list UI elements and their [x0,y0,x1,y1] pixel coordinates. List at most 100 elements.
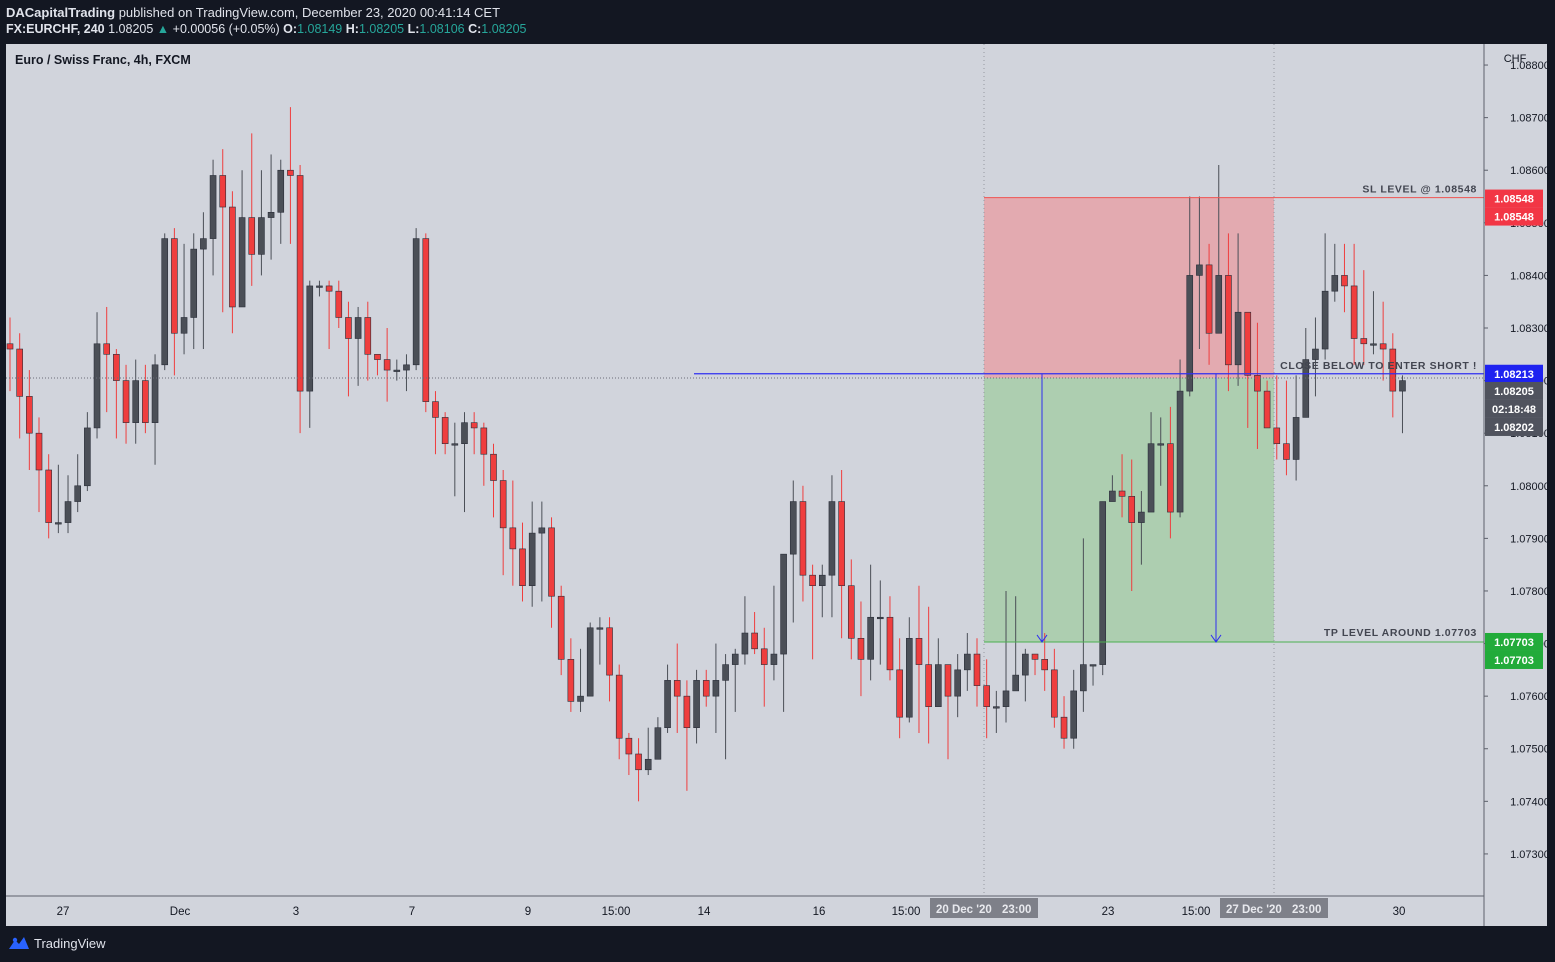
range-end-date: 27 Dec '20 [1226,904,1282,916]
chart-area[interactable]: SL LEVEL @ 1.08548 CLOSE BELOW TO ENTER … [6,44,1550,926]
candle-body [345,317,352,339]
candle-body [702,680,710,697]
candle-body [364,317,372,355]
candle-body [809,574,816,587]
candle-body [751,632,758,650]
candle-body [16,348,23,397]
candle-body [335,290,343,318]
candle-body [983,685,990,707]
candle-body [1234,311,1242,366]
candle-body [180,317,188,334]
candle-body [586,627,594,697]
candle-body [374,353,381,360]
tradingview-brand[interactable]: TradingView [34,936,106,951]
tp-price-tag: 1.07703 [1494,637,1534,649]
candle-body [1196,264,1203,276]
candle-body [683,695,691,729]
candle-body [1167,443,1174,513]
range-end-time: 23:00 [1292,904,1321,916]
candle-body [1283,443,1290,460]
publish-text: published on TradingView.com, December 2… [118,5,501,20]
candle-body [470,422,478,429]
time-tick-label: 23 [1102,906,1115,918]
candle-body [412,238,420,366]
candle-body [1157,443,1165,446]
time-tick-label: 16 [813,906,826,918]
candle-body [325,285,333,292]
candle-body [567,659,575,702]
candle-body [857,637,865,660]
bid-price-tag: 1.08202 [1494,422,1534,434]
candle-body [847,585,855,639]
close-value: 1.08205 [481,22,527,36]
candle-body [354,317,362,339]
candle-body [113,353,120,381]
tp-price-tag-bg [1485,632,1543,651]
candle-body [557,595,565,660]
candle-body [1118,490,1126,497]
candle-body [606,627,613,676]
candle-body [209,175,217,239]
tradingview-logo-icon[interactable] [8,935,30,951]
price-chart[interactable]: SL LEVEL @ 1.08548 CLOSE BELOW TO ENTER … [6,44,1550,926]
price-tick-label: 1.08000 [1510,481,1547,493]
candle-body [1070,690,1077,739]
candle-body [267,211,275,218]
candle-body [519,548,526,587]
candle-body [422,238,430,402]
up-arrow-icon: ▲ [156,22,170,36]
entry-price-tag: 1.08213 [1494,369,1534,381]
symbol-label: FX:EURCHF, 240 [6,22,105,36]
candles-layer [6,107,1406,802]
author-name[interactable]: DACapitalTrading [6,5,116,20]
bid-price-tag-bg [1485,417,1543,436]
candle-body [219,175,227,208]
candle-body [1379,343,1387,350]
price-tick-label: 1.08800 [1510,60,1547,72]
candle-body [615,674,623,739]
candle-body [84,427,91,487]
sl-price-tag-2: 1.08548 [1494,212,1534,224]
price-tick-label: 1.08600 [1510,165,1547,177]
candle-body [1147,443,1155,513]
candle-body [973,653,981,686]
candle-body [142,380,149,423]
candle-body [161,238,169,366]
candle-body [1263,390,1271,429]
low-label: L: [407,22,420,36]
candle-body [722,664,729,681]
candle-body [151,364,159,423]
candle-body [528,532,536,587]
candle-body [441,417,449,445]
price-tick-label: 1.07400 [1510,796,1547,808]
publish-info: DACapitalTrading published on TradingVie… [6,5,500,20]
candle-body [635,753,642,771]
candle-body [964,653,971,671]
price-tick-label: 1.08700 [1510,113,1547,125]
candle-body [993,706,1000,709]
sl-price-tag-bg [1485,189,1543,208]
price-tick-label: 1.07800 [1510,586,1547,598]
time-tick-label: 15:00 [602,906,631,918]
candle-body [876,616,884,620]
candle-body [789,501,797,555]
candle-body [190,248,198,318]
candle-body [296,175,304,392]
candle-body [915,637,923,665]
current-price-tag-bg [1485,381,1543,400]
candle-body [403,364,410,371]
price-tick-label: 1.08300 [1510,323,1547,335]
candle-body [499,480,507,529]
price-axis[interactable]: 1.088001.087001.086001.085001.084001.083… [1484,60,1550,861]
candle-body [316,285,323,288]
candle-body [238,217,246,308]
time-tick-label: 7 [409,906,415,918]
candle-body [490,453,497,481]
time-tick-label: 3 [293,906,299,918]
candle-body [1031,653,1039,660]
open-label: O: [283,22,298,36]
candle-body [74,485,81,502]
candle-body [1225,275,1232,366]
candle-body [1292,417,1300,460]
